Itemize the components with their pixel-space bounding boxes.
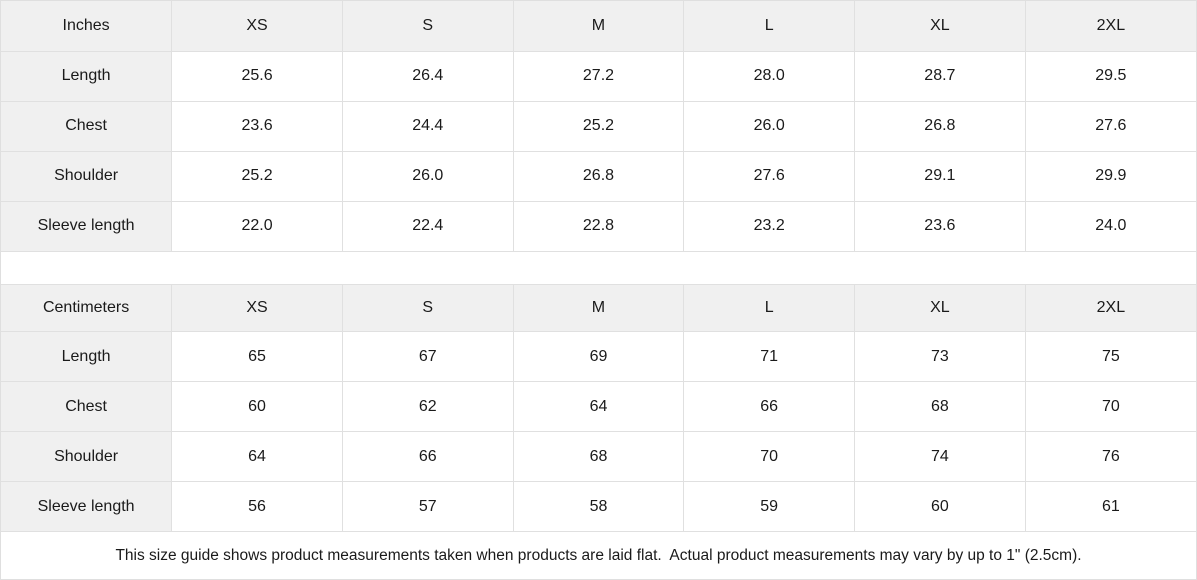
measurement-value: 66 <box>683 381 856 432</box>
measurement-value: 26.8 <box>513 151 685 202</box>
measurement-value: 25.2 <box>171 151 343 202</box>
measurement-value: 61 <box>1025 481 1196 532</box>
measurement-row: Sleeve length 56 57 58 59 60 61 <box>1 481 1196 532</box>
measurement-value: 24.4 <box>342 101 514 152</box>
measurement-row: Length 65 67 69 71 73 75 <box>1 331 1196 382</box>
measurement-value: 56 <box>171 481 343 532</box>
size-column-header: M <box>513 1 685 52</box>
measurement-value: 73 <box>854 331 1026 382</box>
measurement-value: 27.2 <box>513 51 685 102</box>
measurement-value: 70 <box>1025 381 1196 432</box>
measurement-label: Chest <box>1 381 173 432</box>
size-table-centimeters: Centimeters XS S M L XL 2XL Length 65 67 69 71 73 75 C… <box>1 284 1196 532</box>
size-column-header: 2XL <box>1025 1 1196 52</box>
measurement-value: 25.6 <box>171 51 343 102</box>
measurement-row: Shoulder 64 66 68 70 74 76 <box>1 431 1196 482</box>
measurement-value: 74 <box>854 431 1026 482</box>
size-column-header: XL <box>854 1 1026 52</box>
measurement-value: 22.8 <box>513 201 685 252</box>
note-text: This size guide shows product measuremen… <box>115 546 1082 564</box>
measurement-row: Shoulder 25.2 26.0 26.8 27.6 29.1 29.9 <box>1 151 1196 202</box>
measurement-value: 23.2 <box>683 201 856 252</box>
measurement-label: Chest <box>1 101 173 152</box>
measurement-value: 26.0 <box>342 151 514 202</box>
size-column-header: XL <box>854 284 1026 332</box>
measurement-value: 23.6 <box>171 101 343 152</box>
size-header-row: Inches XS S M L XL 2XL <box>1 1 1196 52</box>
measurement-value: 57 <box>342 481 514 532</box>
measurement-label: Sleeve length <box>1 481 173 532</box>
centimeters-table-container: Centimeters XS S M L XL 2XL Length 65 67 69 71 73 75 C… <box>1 284 1196 532</box>
size-column-header: M <box>513 284 685 332</box>
measurement-value: 22.0 <box>171 201 343 252</box>
size-column-header: 2XL <box>1025 284 1196 332</box>
unit-label-inches: Inches <box>1 1 173 52</box>
unit-label-centimeters: Centimeters <box>1 284 173 332</box>
size-guide-note: This size guide shows product measuremen… <box>1 532 1196 579</box>
measurement-row: Length 25.6 26.4 27.2 28.0 28.7 29.5 <box>1 51 1196 102</box>
size-column-header: XS <box>171 1 343 52</box>
measurement-label: Shoulder <box>1 151 173 202</box>
inches-table-container: Inches XS S M L XL 2XL Length 25.6 26.4 27.2 28.0 28… <box>1 1 1196 252</box>
measurement-row: Sleeve length 22.0 22.4 22.8 23.2 23.6 24.0 <box>1 201 1196 252</box>
measurement-value: 27.6 <box>1025 101 1196 152</box>
size-column-header: L <box>683 284 856 332</box>
size-column-header: XS <box>171 284 343 332</box>
size-table-inches: Inches XS S M L XL 2XL Length 25.6 26.4 27.2 28.0 28… <box>1 1 1196 252</box>
measurement-value: 26.4 <box>342 51 514 102</box>
measurement-value: 68 <box>513 431 685 482</box>
size-column-header: L <box>683 1 856 52</box>
measurement-value: 71 <box>683 331 856 382</box>
measurement-value: 64 <box>171 431 343 482</box>
measurement-value: 76 <box>1025 431 1196 482</box>
measurement-value: 27.6 <box>683 151 856 202</box>
measurement-value: 26.0 <box>683 101 856 152</box>
measurement-value: 29.5 <box>1025 51 1196 102</box>
measurement-value: 58 <box>513 481 685 532</box>
measurement-value: 28.7 <box>854 51 1026 102</box>
measurement-value: 60 <box>854 481 1026 532</box>
measurement-value: 23.6 <box>854 201 1026 252</box>
measurement-value: 75 <box>1025 331 1196 382</box>
measurement-value: 25.2 <box>513 101 685 152</box>
measurement-label: Shoulder <box>1 431 173 482</box>
measurement-label: Sleeve length <box>1 201 173 252</box>
measurement-value: 60 <box>171 381 343 432</box>
size-column-header: S <box>342 284 514 332</box>
size-header-row: Centimeters XS S M L XL 2XL <box>1 284 1196 332</box>
measurement-value: 70 <box>683 431 856 482</box>
measurement-value: 67 <box>342 331 514 382</box>
measurement-value: 69 <box>513 331 685 382</box>
measurement-value: 66 <box>342 431 514 482</box>
measurement-row: Chest 60 62 64 66 68 70 <box>1 381 1196 432</box>
measurement-value: 26.8 <box>854 101 1026 152</box>
measurement-row: Chest 23.6 24.4 25.2 26.0 26.8 27.6 <box>1 101 1196 152</box>
table-spacer <box>1 251 1196 285</box>
measurement-value: 24.0 <box>1025 201 1196 252</box>
measurement-value: 64 <box>513 381 685 432</box>
measurement-value: 68 <box>854 381 1026 432</box>
measurement-label: Length <box>1 51 173 102</box>
measurement-value: 29.9 <box>1025 151 1196 202</box>
measurement-value: 65 <box>171 331 343 382</box>
measurement-label: Length <box>1 331 173 382</box>
size-column-header: S <box>342 1 514 52</box>
measurement-value: 28.0 <box>683 51 856 102</box>
measurement-value: 29.1 <box>854 151 1026 202</box>
measurement-value: 62 <box>342 381 514 432</box>
measurement-value: 22.4 <box>342 201 514 252</box>
measurement-value: 59 <box>683 481 856 532</box>
